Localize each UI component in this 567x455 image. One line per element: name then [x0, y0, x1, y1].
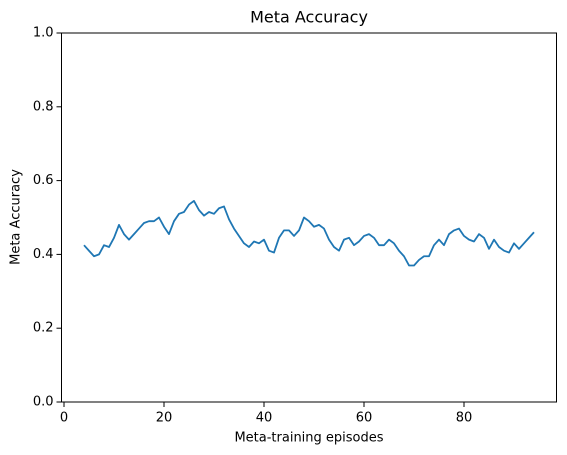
x-tick-label: 20 — [156, 411, 173, 426]
x-tick-label: 60 — [356, 411, 373, 426]
y-tick-label: 0.2 — [33, 321, 54, 336]
y-tick-label: 0.0 — [33, 395, 54, 410]
y-tick-label: 0.6 — [33, 173, 54, 188]
plot-frame — [61, 32, 557, 403]
x-axis-label: Meta-training episodes — [234, 431, 383, 446]
x-tick-label: 0 — [60, 411, 68, 426]
chart-title: Meta Accuracy — [250, 8, 368, 27]
x-tick-label: 80 — [456, 411, 473, 426]
y-tick-label: 1.0 — [33, 26, 54, 41]
y-axis-label: Meta Accuracy — [9, 169, 24, 265]
data-line — [83, 199, 535, 267]
y-tick-label: 0.4 — [33, 247, 54, 262]
y-tick-label: 0.8 — [33, 99, 54, 114]
x-tick-label: 40 — [256, 411, 273, 426]
